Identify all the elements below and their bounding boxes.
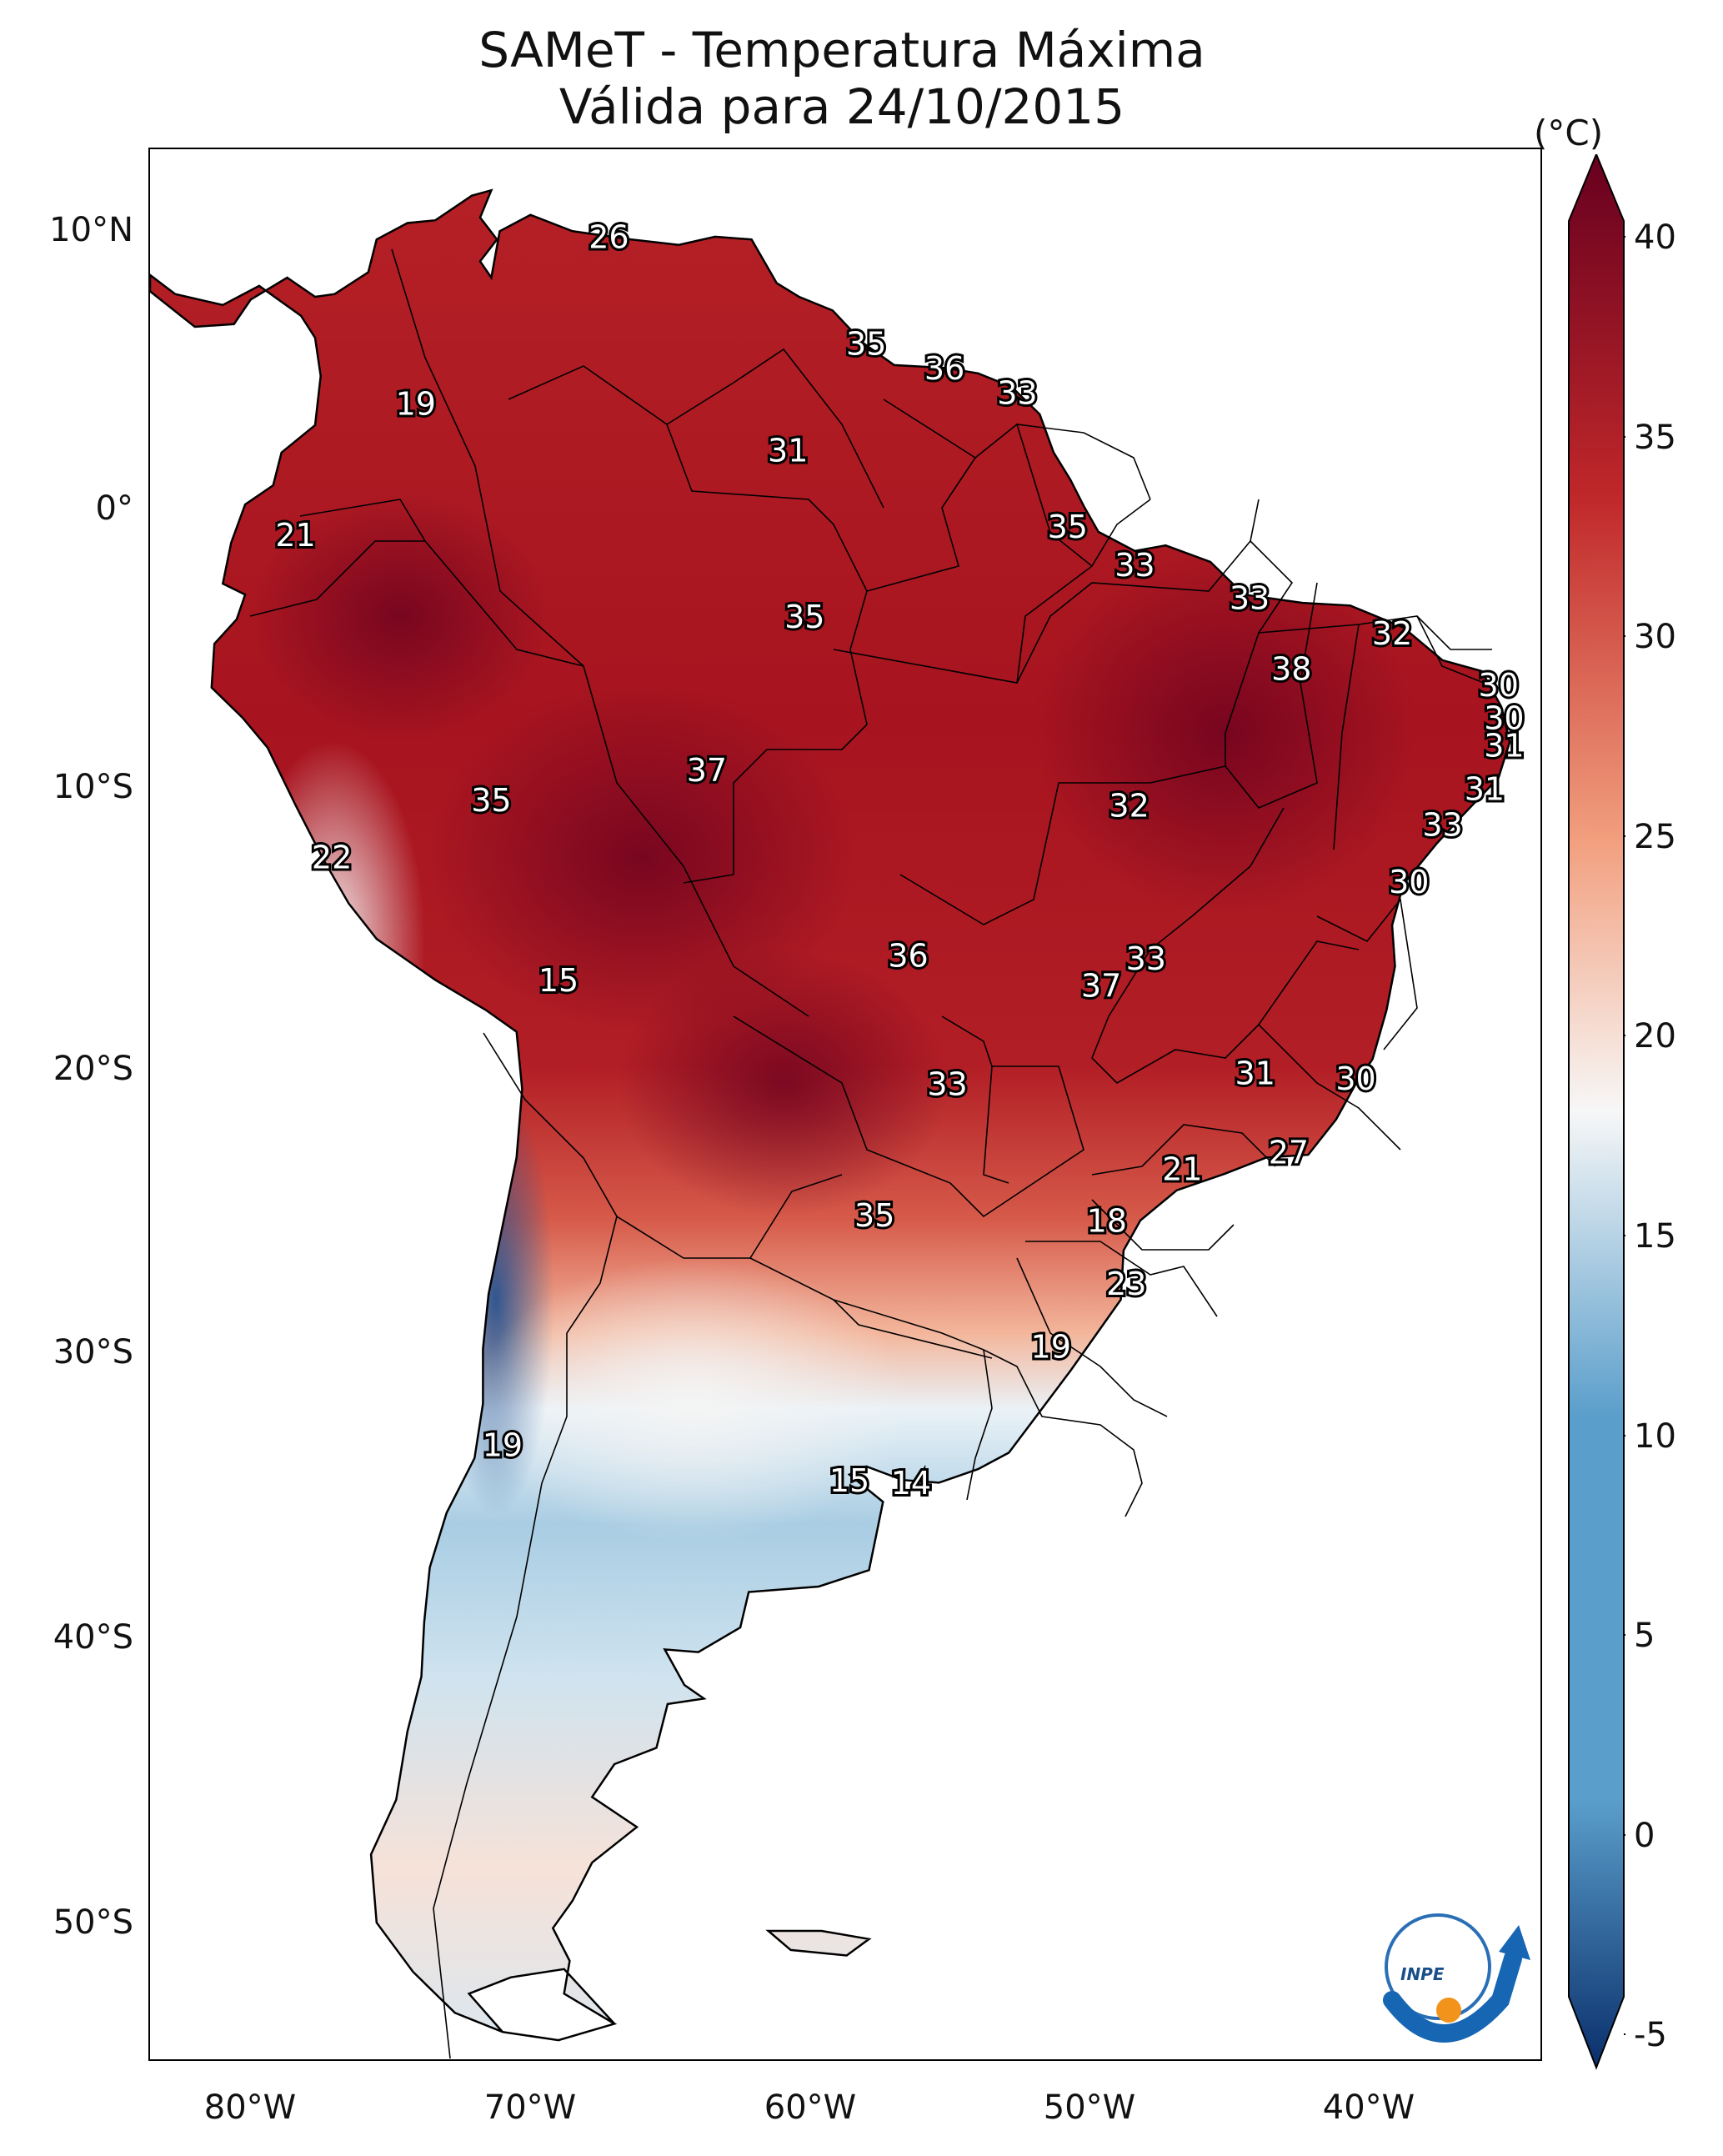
colorbar-tick-15: 15	[1634, 1217, 1676, 1256]
temperature-label: 33	[1230, 579, 1270, 616]
colorbar-tick-35: 35	[1634, 419, 1676, 457]
temperature-label: 14	[891, 1465, 931, 1502]
temperature-label: 35	[846, 326, 886, 363]
temperature-field	[150, 190, 1510, 2041]
temperature-label: 36	[888, 938, 928, 975]
temperature-label: 33	[1422, 806, 1462, 843]
temperature-label: 31	[1465, 771, 1505, 808]
lat-tick-50s: 50°S	[53, 1903, 133, 1942]
temperature-label: 31	[768, 432, 808, 469]
lat-tick-30s: 30°S	[53, 1333, 133, 1371]
map-frame: 26 35 36 33 19 31 21 35 33 33 35 32 38 30 30 31 37 35 32 31…	[148, 148, 1542, 2061]
temperature-label: 18	[1087, 1203, 1127, 1240]
lat-tick-10n: 10°N	[49, 211, 133, 249]
temperature-label: 31	[1235, 1055, 1275, 1092]
temperature-label: 36	[924, 350, 964, 387]
lon-tick-60w: 60°W	[764, 2088, 857, 2127]
temperature-label: 19	[483, 1426, 523, 1463]
colorbar-tick-25: 25	[1634, 818, 1676, 856]
temperature-label: 15	[829, 1462, 869, 1499]
temperature-label: 22	[312, 840, 352, 876]
colorbar-tick-20: 20	[1634, 1017, 1676, 1055]
map-subtitle: Válida para 24/10/2015	[558, 78, 1125, 135]
temperature-label: 30	[1479, 667, 1519, 704]
temperature-label: 21	[275, 517, 315, 554]
lon-tick-70w: 70°W	[483, 2088, 577, 2127]
temperature-label: 30	[1389, 864, 1429, 900]
lat-tick-10s: 10°S	[53, 768, 133, 806]
colorbar-tick-0: 0	[1634, 1817, 1655, 1855]
map-title: SAMeT - Temperatura Máxima	[478, 22, 1205, 78]
colorbar-tick-neg5: -5	[1634, 2016, 1667, 2054]
temperature-label: 15	[538, 962, 579, 999]
colorbar-unit: (°C)	[1534, 113, 1604, 153]
colorbar	[1568, 154, 1625, 2070]
temperature-label: 19	[396, 386, 436, 423]
temperature-label: 33	[927, 1066, 967, 1103]
temperature-label: 30	[1484, 700, 1524, 737]
temperature-label: 33	[1114, 547, 1155, 584]
temperature-label: 32	[1372, 615, 1412, 652]
colorbar-tick-30: 30	[1634, 618, 1676, 656]
lon-tick-50w: 50°W	[1043, 2088, 1136, 2127]
colorbar-tick-40: 40	[1634, 218, 1676, 257]
inpe-logo-text: INPE	[1400, 1964, 1445, 1984]
lon-tick-80w: 80°W	[203, 2088, 297, 2127]
temperature-label: 35	[471, 782, 511, 819]
temperature-label: 35	[854, 1197, 894, 1234]
temperature-label: 38	[1271, 651, 1311, 688]
inpe-logo: INPE	[1383, 1913, 1530, 2043]
temperature-label: 27	[1269, 1135, 1309, 1171]
temperature-label: 32	[1109, 787, 1149, 824]
temperature-label: 33	[1126, 940, 1166, 977]
temperature-label: 21	[1162, 1151, 1202, 1187]
temperature-label: 31	[1484, 727, 1524, 764]
colorbar-bar	[1568, 154, 1625, 2070]
temperature-label: 37	[687, 752, 727, 789]
temperature-label: 33	[997, 375, 1037, 412]
colorbar-tick-10: 10	[1634, 1417, 1676, 1456]
political-borders	[249, 248, 1492, 2059]
temperature-label: 26	[589, 219, 629, 256]
lon-tick-40w: 40°W	[1322, 2088, 1415, 2127]
temperature-label: 35	[784, 599, 824, 635]
temperature-label: 35	[1048, 509, 1088, 545]
lat-tick-40s: 40°S	[53, 1618, 133, 1657]
temperature-label: 37	[1081, 968, 1121, 1005]
lat-tick-0: 0°	[95, 489, 133, 528]
coastline	[148, 188, 1511, 2042]
temperature-label: 19	[1031, 1328, 1071, 1365]
lat-tick-20s: 20°S	[53, 1050, 133, 1088]
temperature-label: 23	[1106, 1266, 1146, 1302]
temperature-label: 30	[1335, 1060, 1375, 1097]
colorbar-tick-5: 5	[1634, 1617, 1655, 1655]
